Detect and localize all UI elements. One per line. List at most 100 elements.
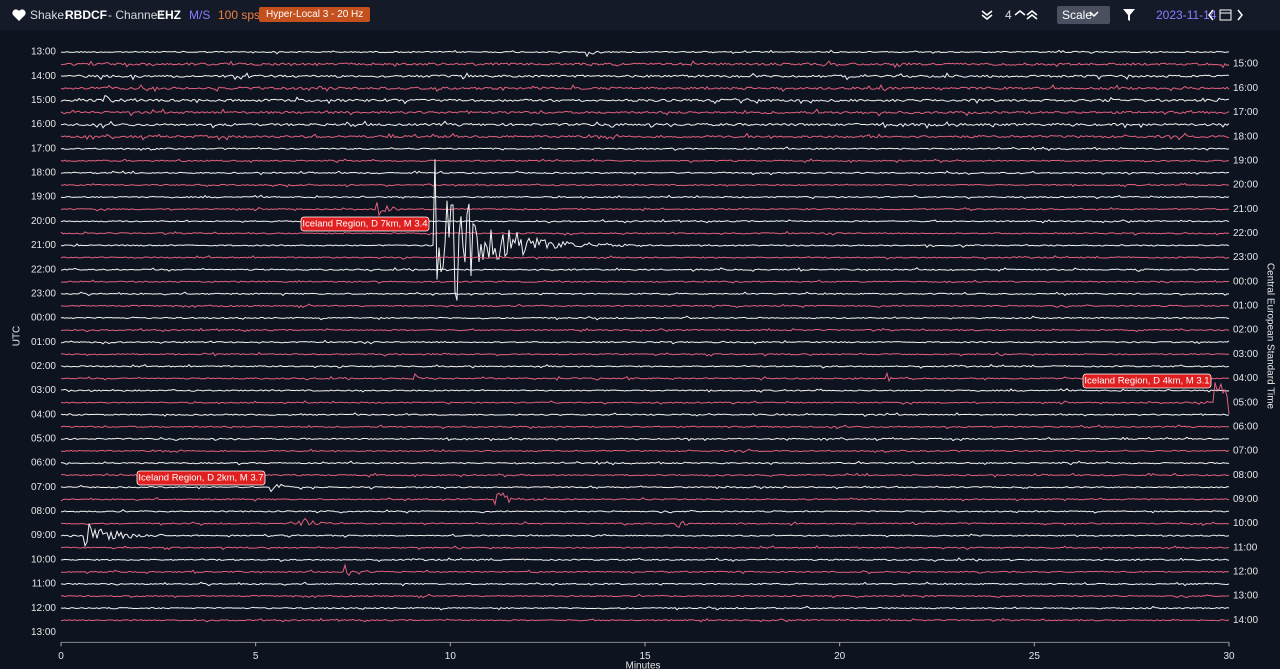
trace [60, 371, 1230, 383]
local-label: 09:00 [1233, 494, 1258, 505]
trace [60, 279, 1230, 284]
date[interactable]: 2023-11-14 [1156, 8, 1217, 22]
utc-label: 07:00 [31, 482, 56, 493]
trace [60, 412, 1230, 418]
local-label: 12:00 [1233, 567, 1258, 578]
utc-label: 11:00 [32, 579, 57, 590]
local-label: 17:00 [1233, 107, 1258, 118]
utc-label: 09:00 [31, 530, 56, 541]
local-label: 04:00 [1233, 373, 1258, 384]
local-label: 20:00 [1233, 180, 1258, 191]
local-label: 05:00 [1233, 397, 1258, 408]
trace [60, 183, 1230, 188]
trace [61, 49, 1230, 58]
trace [60, 108, 1230, 117]
utc-label: 20:00 [31, 216, 56, 227]
trace [60, 202, 1229, 217]
trace [60, 120, 1230, 129]
units[interactable]: M/S [189, 8, 211, 22]
x-tick-label: 20 [834, 651, 846, 662]
trace [60, 267, 1230, 272]
utc-label: 19:00 [31, 192, 56, 203]
trace [60, 492, 1230, 507]
utc-label: 00:00 [31, 313, 56, 324]
utc-label: 16:00 [31, 119, 56, 130]
trace [61, 436, 1230, 442]
trace [60, 339, 1230, 345]
decrease-lines[interactable] [980, 9, 1004, 21]
utc-axis-label: UTC [12, 326, 23, 347]
event-label: Iceland Region, D 2km, M 3.7 [138, 473, 263, 484]
x-tick-label: 15 [639, 651, 651, 662]
trace [60, 388, 1230, 393]
trace [60, 255, 1230, 260]
local-label: 23:00 [1233, 252, 1258, 263]
trace [60, 382, 1230, 414]
trace [60, 517, 1230, 528]
trace [60, 291, 1230, 297]
trace [60, 72, 1229, 81]
date-nav[interactable] [1208, 8, 1258, 22]
trace [60, 351, 1230, 357]
helicorder: 13:00 14:00 15:00 16:00 17:00 18:00 19:00 20:00… [12, 47, 1276, 669]
utc-label: 21:00 [31, 240, 56, 251]
filter-badge[interactable]: Hyper-Local 3 - 20 Hz [259, 7, 371, 22]
local-label: 13:00 [1233, 591, 1258, 602]
trace [60, 581, 1230, 587]
trace [60, 230, 1230, 236]
app-label: Shake: [30, 8, 68, 22]
channel-prefix: - Channel: [108, 8, 164, 22]
increase-lines[interactable] [1013, 9, 1039, 21]
cet-axis-label: Central European Standard Time [1264, 263, 1275, 410]
x-tick-label: 10 [445, 651, 457, 662]
trace [60, 523, 1230, 548]
local-label: 14:00 [1233, 615, 1258, 626]
filter-icon[interactable] [1122, 8, 1136, 22]
trace [60, 483, 1230, 493]
trace [60, 605, 1230, 611]
local-label: 08:00 [1233, 470, 1258, 481]
trace [60, 159, 1230, 301]
lines-count: 4 [1005, 8, 1012, 22]
trace [60, 509, 1230, 514]
trace [60, 218, 1230, 224]
x-tick-label: 25 [1029, 651, 1041, 662]
x-axis-label: Minutes [625, 661, 660, 669]
x-tick-label: 5 [253, 651, 259, 662]
trace [60, 94, 1230, 105]
trace [60, 194, 1230, 200]
trace [60, 557, 1230, 563]
utc-label: 12:00 [31, 603, 56, 614]
utc-label: 10:00 [31, 554, 56, 565]
event-badge [1082, 373, 1212, 389]
rate: 100 sps [218, 8, 261, 22]
local-label: 21:00 [1233, 204, 1258, 215]
trace [60, 593, 1230, 599]
trace [60, 545, 1230, 551]
local-label: 01:00 [1233, 301, 1258, 312]
utc-label: 04:00 [31, 409, 56, 420]
event-label: Iceland Region, D 4km, M 3.1 [1084, 376, 1209, 387]
local-label: 02:00 [1233, 325, 1258, 336]
heart-icon[interactable] [12, 9, 26, 21]
utc-label: 17:00 [31, 143, 56, 154]
scale-caret [1089, 11, 1099, 18]
utc-label: 14:00 [31, 71, 56, 82]
x-tick-label: 0 [58, 651, 64, 662]
utc-label: 22:00 [31, 264, 56, 275]
local-label: 18:00 [1233, 131, 1258, 142]
trace [60, 146, 1230, 152]
trace [60, 327, 1230, 333]
event-label: Iceland Region, D 7km, M 3.4 [302, 219, 427, 230]
trace [60, 617, 1230, 623]
utc-label: 13:00 [31, 627, 56, 638]
toolbar: Shake: RBDCF - Channel: EHZ M/S 100 sps … [0, 0, 1280, 30]
event-badge [136, 470, 266, 486]
station: RBDCF [65, 8, 107, 22]
local-label: 16:00 [1233, 83, 1258, 94]
utc-label: 06:00 [31, 458, 56, 469]
utc-label: 08:00 [31, 506, 56, 517]
scale-button[interactable]: Scale [1057, 6, 1111, 24]
trace [60, 132, 1230, 141]
